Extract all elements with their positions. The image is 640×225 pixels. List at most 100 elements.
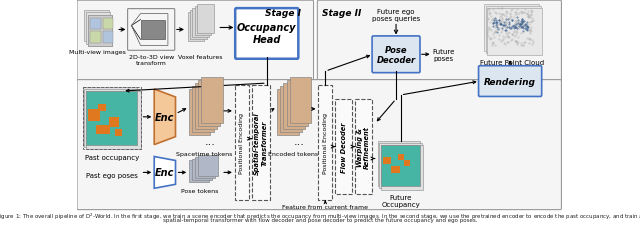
Point (500, 27, 510, 30)
Point (497, 29, 507, 33)
Point (522, 15, 532, 18)
Point (513, 41, 523, 44)
Bar (90, 18, 101, 30)
Point (511, 40, 522, 44)
Point (527, 43, 538, 46)
Point (500, 32, 511, 36)
Text: Stage I: Stage I (265, 9, 301, 18)
Point (510, 40, 520, 44)
Point (496, 20, 506, 24)
Point (517, 20, 527, 23)
Point (484, 12, 495, 16)
Point (490, 31, 500, 34)
Bar (90, 32, 101, 44)
Point (524, 23, 534, 27)
Point (500, 22, 511, 26)
Point (509, 11, 520, 15)
Point (508, 34, 518, 38)
Point (497, 15, 507, 18)
Point (504, 23, 514, 27)
Point (524, 15, 534, 18)
Point (510, 23, 520, 27)
FancyBboxPatch shape (317, 1, 561, 81)
Point (485, 38, 495, 41)
Point (527, 19, 538, 23)
Point (501, 26, 511, 30)
Point (495, 23, 506, 26)
Point (518, 31, 528, 34)
Bar (84, 90, 139, 147)
Point (520, 41, 530, 45)
Point (506, 33, 516, 36)
Point (497, 20, 507, 24)
Point (490, 20, 500, 23)
Point (517, 20, 527, 23)
Point (525, 16, 536, 20)
Point (511, 34, 521, 37)
Point (503, 35, 513, 38)
Point (514, 27, 524, 31)
Point (506, 9, 516, 12)
Text: Enc: Enc (155, 168, 175, 178)
Point (518, 41, 529, 45)
Point (491, 29, 501, 32)
Text: Rendering: Rendering (484, 77, 536, 86)
Point (525, 20, 536, 23)
Point (506, 13, 516, 17)
Point (507, 38, 517, 42)
Point (494, 12, 504, 16)
FancyBboxPatch shape (479, 66, 541, 97)
Point (495, 16, 506, 20)
Point (509, 20, 520, 23)
Point (517, 18, 527, 22)
Point (497, 39, 507, 43)
Point (485, 38, 495, 42)
Point (509, 30, 520, 33)
Point (524, 16, 534, 20)
Point (506, 27, 516, 30)
Point (491, 12, 501, 16)
Text: Pose tokens: Pose tokens (181, 189, 218, 194)
Point (488, 40, 499, 44)
Point (522, 21, 532, 24)
Point (516, 32, 526, 35)
Bar (102, 32, 113, 44)
Point (510, 35, 520, 38)
Point (490, 17, 500, 21)
Point (515, 22, 525, 25)
Point (503, 25, 513, 29)
Point (497, 7, 507, 11)
Point (486, 29, 496, 33)
Text: Voxel features: Voxel features (179, 55, 223, 60)
Bar (195, 157, 215, 179)
Point (526, 26, 536, 29)
Bar (192, 87, 214, 132)
Point (520, 27, 531, 31)
Point (516, 23, 527, 26)
Text: Stage II: Stage II (323, 9, 362, 18)
Point (524, 38, 534, 42)
Point (494, 27, 504, 30)
Point (516, 25, 527, 29)
Point (486, 37, 496, 41)
Point (483, 11, 493, 15)
Point (491, 21, 501, 24)
Point (494, 38, 504, 41)
Text: Past ego poses: Past ego poses (86, 173, 138, 179)
Point (525, 14, 536, 17)
Point (524, 37, 534, 41)
Point (517, 12, 527, 15)
Point (488, 25, 498, 29)
Point (526, 14, 536, 17)
Point (522, 25, 532, 29)
Point (511, 13, 522, 17)
Bar (319, 86, 332, 200)
Point (497, 14, 508, 17)
Point (518, 25, 529, 28)
Bar (83, 88, 141, 149)
Bar (484, 5, 539, 52)
Point (489, 36, 499, 40)
Point (501, 29, 511, 33)
Point (516, 22, 526, 25)
Point (523, 16, 533, 19)
